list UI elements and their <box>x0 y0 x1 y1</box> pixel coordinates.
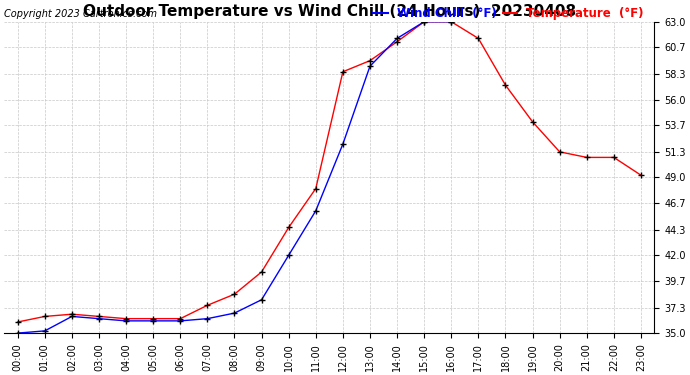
Text: Copyright 2023 Cartronics.com: Copyright 2023 Cartronics.com <box>4 9 157 19</box>
Title: Outdoor Temperature vs Wind Chill (24 Hours)  20230408: Outdoor Temperature vs Wind Chill (24 Ho… <box>83 4 576 19</box>
Legend: Wind Chill  (°F), Temperature  (°F): Wind Chill (°F), Temperature (°F) <box>368 3 649 25</box>
